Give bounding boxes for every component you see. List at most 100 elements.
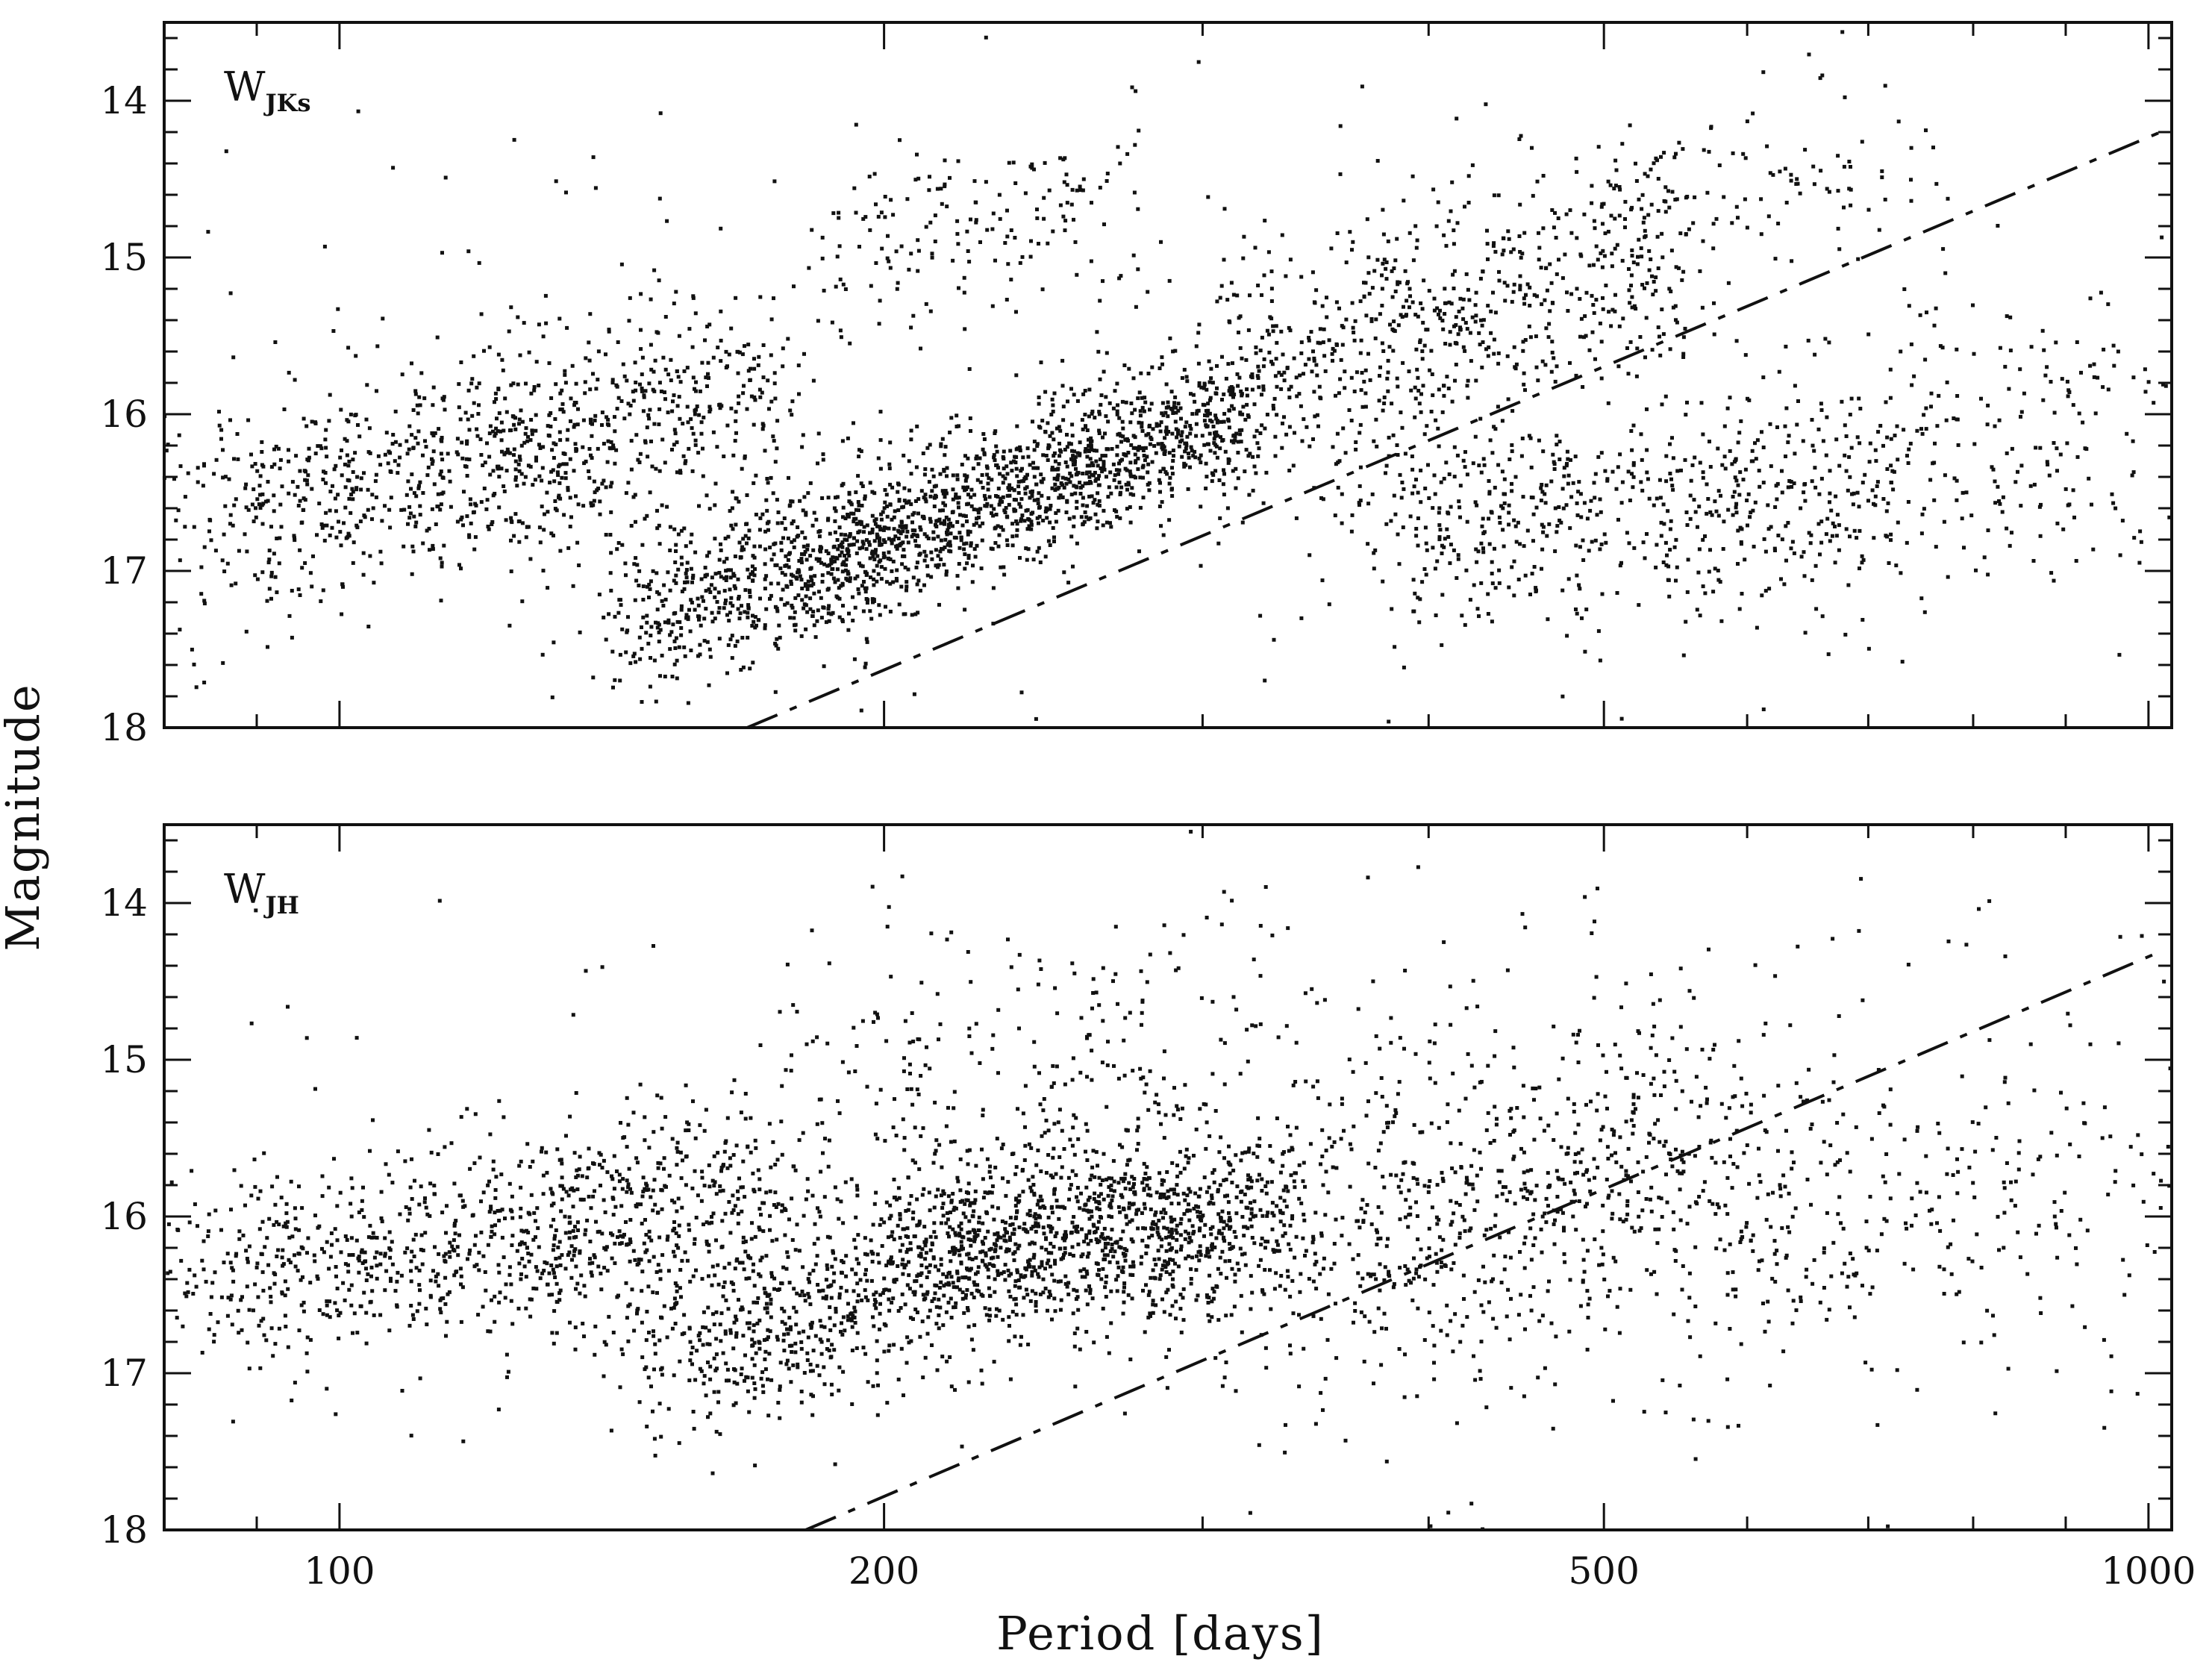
data-point — [791, 519, 796, 523]
data-point — [1713, 499, 1717, 504]
data-point — [837, 553, 842, 557]
data-point — [752, 357, 756, 361]
data-point — [560, 402, 565, 406]
data-point — [1069, 474, 1074, 478]
data-point — [1237, 331, 1240, 334]
data-point — [1263, 219, 1267, 223]
data-point — [879, 517, 884, 522]
data-point — [966, 493, 970, 497]
data-point — [833, 519, 837, 523]
data-point — [207, 529, 211, 534]
data-point — [466, 1257, 469, 1261]
data-point — [1207, 359, 1211, 363]
data-point — [918, 588, 922, 593]
data-point — [1519, 134, 1523, 138]
data-point — [1555, 524, 1560, 528]
data-point — [846, 436, 850, 440]
data-point — [1390, 295, 1395, 299]
data-point — [1768, 171, 1772, 175]
data-point — [1695, 607, 1699, 612]
data-point — [1716, 489, 1721, 493]
data-point — [1450, 399, 1455, 404]
data-point — [428, 548, 431, 552]
data-point — [1425, 424, 1429, 428]
data-point — [733, 555, 737, 558]
data-point — [1207, 431, 1212, 436]
data-point — [846, 569, 850, 574]
data-point — [1582, 501, 1587, 505]
data-point — [1568, 360, 1572, 365]
data-point — [944, 572, 949, 577]
data-point — [1848, 475, 1852, 479]
data-point — [1766, 527, 1771, 531]
data-point — [1482, 463, 1487, 467]
data-point — [854, 122, 858, 127]
data-point — [325, 1313, 329, 1317]
data-point — [465, 474, 469, 478]
data-point — [1613, 309, 1617, 313]
data-point — [848, 576, 852, 581]
data-point — [1535, 294, 1539, 299]
data-point — [1105, 475, 1108, 479]
data-point — [1284, 274, 1288, 278]
data-point — [1488, 438, 1493, 443]
data-point — [222, 569, 227, 574]
data-point — [954, 495, 957, 499]
data-point — [1663, 199, 1668, 204]
data-point — [794, 575, 799, 580]
data-point — [1095, 526, 1099, 531]
data-point — [1059, 449, 1063, 454]
data-point — [196, 480, 200, 484]
data-point — [1443, 301, 1448, 305]
data-point — [568, 457, 572, 461]
data-point — [1510, 565, 1514, 569]
data-point — [1246, 328, 1251, 332]
data-point — [1460, 613, 1464, 618]
data-point — [1381, 261, 1385, 266]
data-point — [1239, 389, 1243, 393]
data-point — [1132, 190, 1137, 195]
data-point — [1786, 485, 1790, 490]
data-point — [743, 344, 746, 349]
data-point — [1540, 483, 1544, 487]
data-point — [1716, 513, 1721, 518]
data-point — [590, 456, 594, 460]
data-point — [614, 448, 619, 452]
data-point — [1746, 492, 1751, 496]
data-point — [725, 575, 728, 579]
data-point — [761, 343, 766, 347]
data-point — [1510, 443, 1514, 447]
data-point — [1288, 328, 1293, 333]
data-point — [1054, 467, 1057, 472]
data-point — [672, 662, 677, 666]
data-point — [1393, 290, 1398, 293]
data-point — [1020, 513, 1025, 518]
data-point — [1260, 335, 1264, 340]
data-point — [985, 502, 990, 506]
data-point — [1649, 257, 1653, 261]
data-point — [602, 442, 606, 446]
data-point — [843, 568, 848, 572]
data-point — [566, 546, 571, 550]
data-point — [192, 525, 196, 529]
data-point — [806, 584, 810, 588]
data-point — [1539, 266, 1543, 270]
data-point — [512, 447, 516, 452]
data-point — [1015, 474, 1019, 478]
data-point — [1194, 422, 1199, 426]
data-point — [922, 515, 926, 519]
data-point — [1347, 408, 1352, 412]
data-point — [524, 535, 528, 540]
data-point — [1637, 603, 1641, 607]
data-point — [2092, 362, 2096, 366]
data-point — [2099, 290, 2103, 295]
data-point — [1381, 408, 1385, 413]
data-point — [2066, 388, 2071, 393]
data-point — [1061, 418, 1066, 422]
data-point — [833, 530, 837, 534]
data-point — [560, 407, 564, 411]
data-point — [1617, 324, 1622, 328]
data-point — [689, 417, 693, 422]
data-point — [757, 544, 762, 549]
data-point — [628, 412, 632, 416]
